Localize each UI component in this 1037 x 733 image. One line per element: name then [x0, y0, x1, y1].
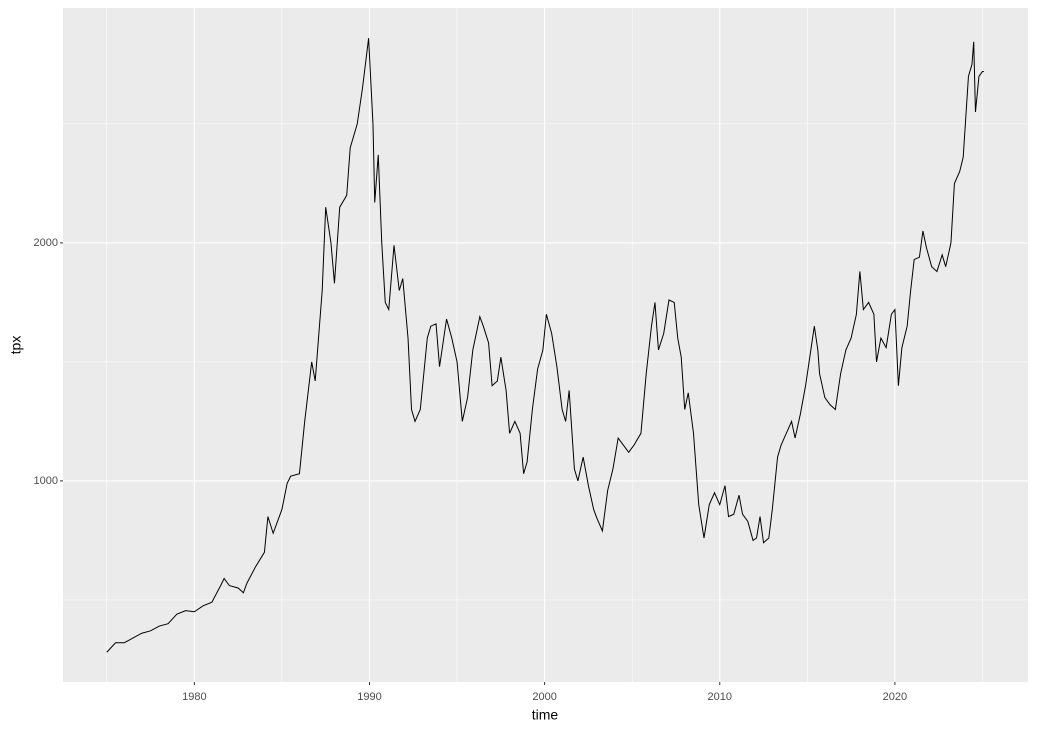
- x-tick-label: 2010: [708, 691, 732, 703]
- data-line: [106, 38, 984, 653]
- y-tick-label: 1000: [34, 475, 58, 487]
- panel: [63, 8, 1028, 682]
- x-tick-label: 2000: [532, 691, 556, 703]
- x-tick-label: 1980: [182, 691, 206, 703]
- y-axis-title: tpx: [8, 336, 24, 355]
- x-tick-label: 2020: [883, 691, 907, 703]
- x-axis-title: time: [532, 707, 559, 723]
- y-tick-label: 2000: [34, 237, 58, 249]
- x-tick-label: 1990: [357, 691, 381, 703]
